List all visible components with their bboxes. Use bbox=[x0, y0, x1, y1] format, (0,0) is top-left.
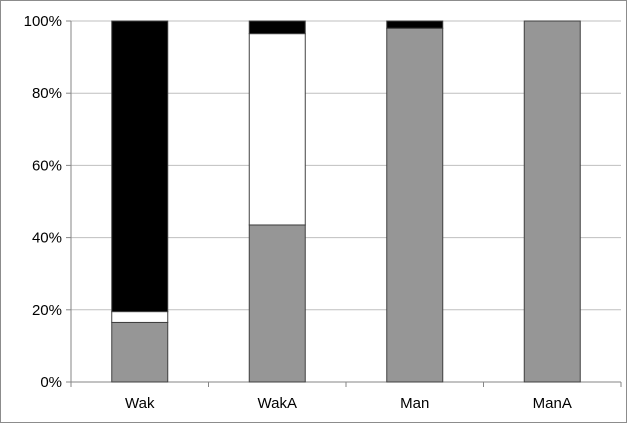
y-tick-label: 100% bbox=[24, 13, 62, 30]
bar-segment-waka-2 bbox=[248, 20, 306, 35]
y-tick-label: 0% bbox=[40, 374, 62, 391]
y-tick-label: 60% bbox=[32, 157, 62, 174]
y-tick-label: 40% bbox=[32, 230, 62, 247]
y-tick-label: 20% bbox=[32, 302, 62, 319]
x-category-label: Wak bbox=[125, 395, 155, 412]
bar-segment-wak-0 bbox=[111, 321, 169, 383]
axis-labels: 0% 20% 40% 60% 80% 100% Wak WakA Man ManA bbox=[24, 13, 572, 412]
bar-segment-waka-1 bbox=[248, 33, 306, 226]
x-category-label: WakA bbox=[258, 395, 297, 412]
x-category-label: Man bbox=[400, 395, 429, 412]
bar-segment-waka-0 bbox=[248, 224, 306, 383]
bar-segment-mana-0 bbox=[523, 20, 581, 383]
bar-segment-wak-1 bbox=[111, 311, 169, 323]
bar-segment-man-2 bbox=[386, 20, 444, 29]
x-category-label: ManA bbox=[533, 395, 572, 412]
bar-segment-wak-2 bbox=[111, 20, 169, 313]
y-tick-label: 80% bbox=[32, 85, 62, 102]
bar-segment-man-0 bbox=[386, 27, 444, 383]
bars bbox=[111, 20, 581, 383]
